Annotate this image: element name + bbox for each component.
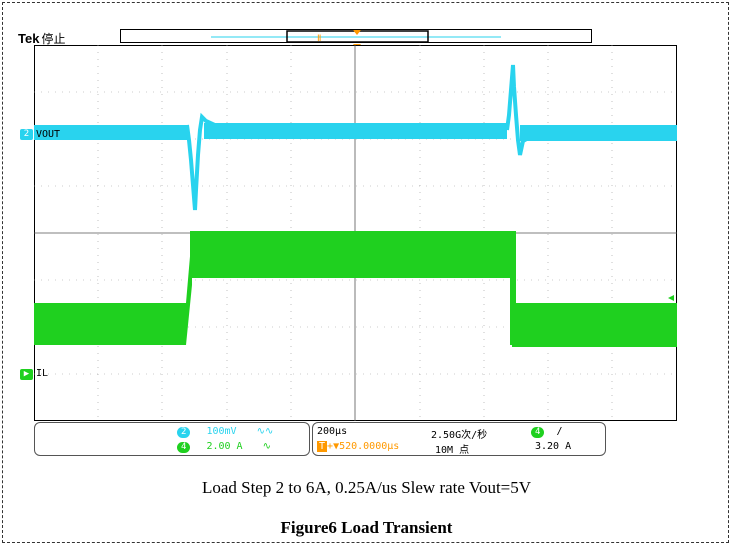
horizontal-trigger-panel[interactable]: 200μs T +▼520.0000μs 2.50G次/秒 10M 点 4 / 3… [312, 422, 606, 456]
trigger-source-badge: 4 [531, 427, 545, 438]
trigger-level-readout: 3.20 A [535, 441, 572, 452]
record-length-readout: 10M 点 [435, 445, 470, 456]
trigger-level-marker-icon[interactable] [668, 295, 674, 301]
brand-label: Tek 停止 [18, 31, 66, 46]
figure-title: Figure6 Load Transient [280, 518, 453, 537]
waveform-display [34, 45, 677, 421]
ch2-scale: 100mV [206, 426, 237, 437]
sample-rate-readout: 2.50G次/秒 [431, 430, 488, 441]
ch4-scale: 2.00 A [206, 441, 243, 452]
trigger-position-readout: T +▼520.0000μs [317, 441, 400, 452]
timebase-readout: 200μs [317, 426, 348, 437]
ch4-scale-badge: 4 [177, 442, 191, 453]
ch2-scale-badge: 2 [177, 427, 191, 438]
vout-trace [34, 64, 677, 211]
ch4-coupling-icon: ∿ [262, 441, 271, 452]
ch2-coupling-icon: ∿∿ [256, 426, 274, 437]
channel-4-label: IL [36, 368, 49, 379]
figure-subtitle: Load Step 2 to 6A, 0.25A/us Slew rate Vo… [201, 478, 532, 497]
vertical-settings-panel[interactable]: 2 100mV ∿∿ 4 2.00 A ∿ [34, 422, 310, 456]
channel-4-badge[interactable]: ▶ [20, 369, 33, 380]
trigger-slope-icon: / [556, 426, 563, 437]
il-trace [34, 231, 677, 347]
channel-2-badge[interactable]: 2 [20, 129, 33, 140]
run-state-label: 停止 [41, 32, 66, 46]
trigger-icon: T [317, 441, 328, 452]
svg-text:Ⅱ: Ⅱ [317, 34, 321, 44]
record-overview-bar[interactable]: Ⅱ [120, 29, 592, 44]
channel-2-label: VOUT [36, 129, 61, 140]
status-bar: 2 100mV ∿∿ 4 2.00 A ∿ 200μs T +▼520.0000μ… [34, 422, 606, 458]
